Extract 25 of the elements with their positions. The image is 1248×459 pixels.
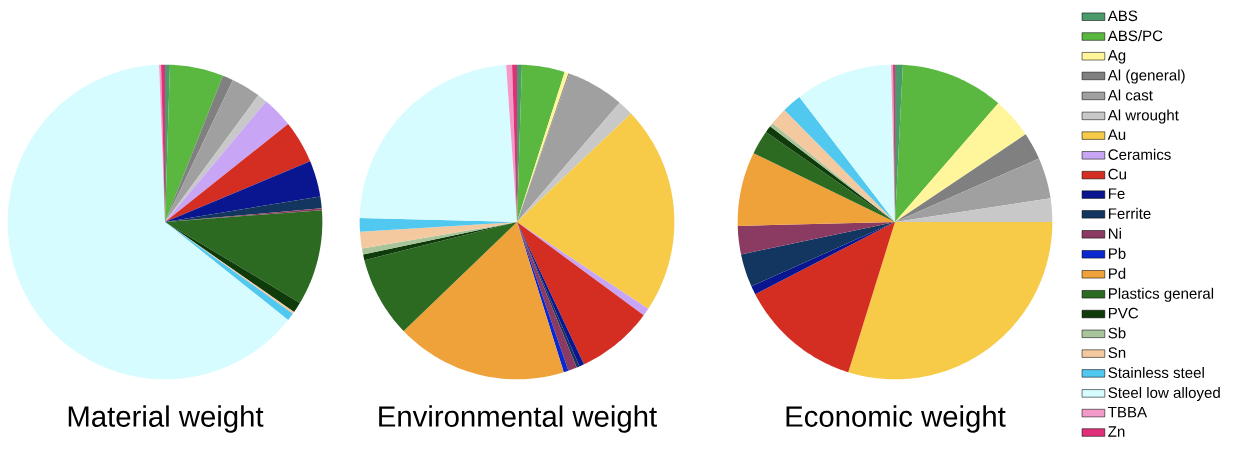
legend-label: Au [1107,129,1126,140]
legend-label: Al cast [1107,89,1153,101]
legend-label: Ni [1108,227,1121,239]
text: Material weight [68,405,264,433]
legend-label: PVC [1108,307,1139,319]
legend-label: TBBA [1108,406,1148,418]
text: Environmental weight [379,405,657,433]
legend-label: Sn [1108,347,1126,359]
legend-label: ABS [1107,10,1138,22]
legend-label: Ag [1107,50,1126,64]
legend-label: Stainless steel [1108,366,1204,378]
legend-label: Zn [1108,426,1125,437]
legend-label: Ceramics [1108,148,1171,160]
legend-label: Fe [1108,188,1125,199]
legend-label: Al wrought [1107,109,1179,124]
legend-label: Cu [1108,168,1126,180]
legend-label: Steel low alloyed [1108,386,1220,401]
legend-label: Al (general) [1107,69,1185,84]
legend-label: Pd [1108,267,1126,279]
legend-label: Sb [1108,327,1126,339]
legend-label: Ferrite [1108,207,1151,219]
legend-label: Pb [1108,247,1126,259]
legend-label: ABS/PC [1107,30,1163,42]
text: Economic weight [786,405,1006,433]
legend-label: Plastics general [1108,287,1214,302]
